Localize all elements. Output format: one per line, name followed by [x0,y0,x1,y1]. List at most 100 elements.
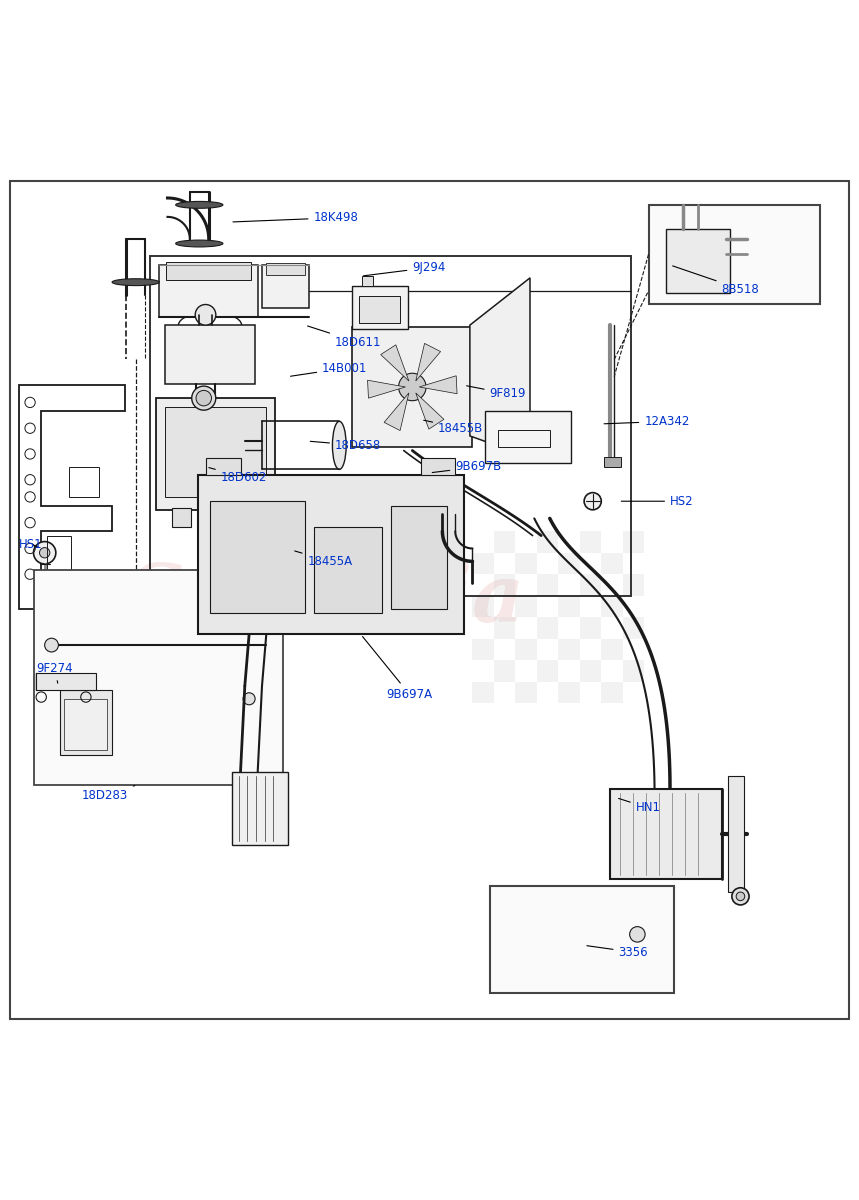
Bar [537,638,558,660]
Bar [36,673,96,690]
Bar [490,886,674,994]
Bar [485,412,571,462]
Circle shape [196,390,211,406]
Bar [60,690,112,755]
Bar [515,638,537,660]
Bar [610,788,722,880]
Bar [601,617,623,638]
Circle shape [584,493,601,510]
Text: 9B697A: 9B697A [362,636,433,701]
Bar [245,508,264,527]
Bar [498,430,550,448]
Bar [266,510,361,575]
Circle shape [195,305,216,325]
Circle shape [40,547,50,558]
Bar [601,638,623,660]
Bar [601,553,623,575]
Bar [206,458,241,475]
Text: HS1: HS1 [19,538,43,551]
Circle shape [732,888,749,905]
Polygon shape [419,376,457,394]
Bar [47,535,71,575]
Text: 18D283: 18D283 [82,786,135,803]
Bar [515,532,537,553]
Bar [494,553,515,575]
Bar [198,475,464,635]
Text: 9J294: 9J294 [363,262,446,276]
Bar [362,276,373,287]
Bar [580,638,601,660]
Bar [601,660,623,682]
Bar [649,205,820,304]
Bar [172,508,191,527]
Bar [64,698,107,750]
Bar [558,553,580,575]
Bar [494,575,515,595]
Bar [262,265,309,308]
Bar [352,287,408,330]
Bar [537,617,558,638]
Ellipse shape [543,916,602,964]
Bar [558,682,580,703]
Bar [558,617,580,638]
Bar [472,682,494,703]
Bar [156,398,275,510]
Bar [515,682,537,703]
Text: 8B518: 8B518 [673,266,759,295]
Bar [537,660,558,682]
Bar [728,776,744,892]
Polygon shape [470,278,530,457]
Bar [558,660,580,682]
Polygon shape [384,392,409,431]
Bar [494,532,515,553]
Bar [494,660,515,682]
Circle shape [630,926,645,942]
Bar [580,553,601,575]
Text: 9B697B: 9B697B [432,461,502,473]
Bar [266,263,305,275]
Bar [580,532,601,553]
Bar [494,638,515,660]
Text: 9F819: 9F819 [466,385,526,401]
Bar [537,532,558,553]
Bar [69,467,99,497]
Text: HS2: HS2 [621,494,694,508]
Text: 18K498: 18K498 [233,211,358,224]
Text: HN1: HN1 [618,798,661,815]
Ellipse shape [332,421,346,469]
Bar [472,638,494,660]
Bar [494,617,515,638]
Bar [359,296,400,324]
Bar [515,595,537,617]
Text: 12A342: 12A342 [604,415,690,428]
Bar [601,595,623,617]
Text: 18455B: 18455B [423,420,484,434]
Circle shape [399,373,426,401]
Text: 9F274: 9F274 [36,662,73,683]
Bar [623,682,644,703]
Bar [537,682,558,703]
Bar [558,638,580,660]
Bar [515,575,537,595]
Bar [273,535,303,565]
Bar [494,595,515,617]
Ellipse shape [176,240,223,247]
Bar [558,575,580,595]
Bar [558,595,580,617]
Ellipse shape [255,421,269,469]
Ellipse shape [176,202,223,209]
Bar [421,458,455,475]
Bar [515,660,537,682]
Bar [537,575,558,595]
Bar [666,229,730,293]
Ellipse shape [112,278,160,286]
Bar [232,772,288,845]
Bar [314,527,382,613]
Polygon shape [368,380,405,398]
Bar [601,532,623,553]
Bar [150,257,631,595]
Bar [558,532,580,553]
Circle shape [192,386,216,410]
Bar [472,595,494,617]
Circle shape [34,541,56,564]
